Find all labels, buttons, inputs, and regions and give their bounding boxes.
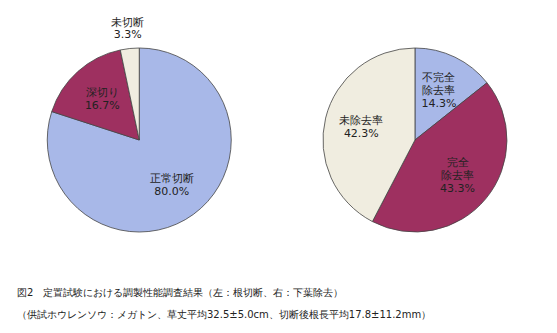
pie-labels: 不完全除去率14.3% 完全除去率43.3% 未除去率42.3% — [339, 71, 475, 195]
figure: 正常切断80.0% 深切り16.7% 未切断3.3% 不完全除去率14.3% 完全除去率… — [0, 0, 557, 333]
slice-value-label: 42.3% — [344, 127, 379, 140]
pie-labels: 正常切断80.0% 深切り16.7% 未切断3.3% — [85, 15, 194, 197]
caption: 図2 定置試験における調製性能調査結果（左：根切断、右：下葉除去） — [17, 287, 343, 298]
pie-slice — [323, 48, 415, 222]
slice-label: 完全除去率 — [441, 156, 474, 182]
caption: （供試ホウレンソウ：メガトン、草丈平均32.5±5.0cm、切断後根長平均17.… — [17, 309, 431, 320]
pie-slice — [120, 48, 139, 140]
slice-value-label: 16.7% — [85, 99, 120, 112]
slice-label: 深切り — [86, 86, 119, 99]
slice-value-label: 3.3% — [114, 28, 142, 41]
pie — [47, 48, 231, 232]
pie — [323, 48, 507, 232]
slice-value-label: 14.3% — [421, 97, 456, 110]
pie-slice — [47, 48, 231, 232]
slice-value-label: 43.3% — [440, 182, 475, 195]
slice-label: 未除去率 — [339, 114, 383, 127]
slice-label: 未切断 — [111, 15, 144, 28]
slice-label: 不完全除去率 — [422, 71, 455, 97]
slice-value-label: 80.0% — [154, 185, 189, 198]
slice-label: 正常切断 — [150, 172, 194, 185]
